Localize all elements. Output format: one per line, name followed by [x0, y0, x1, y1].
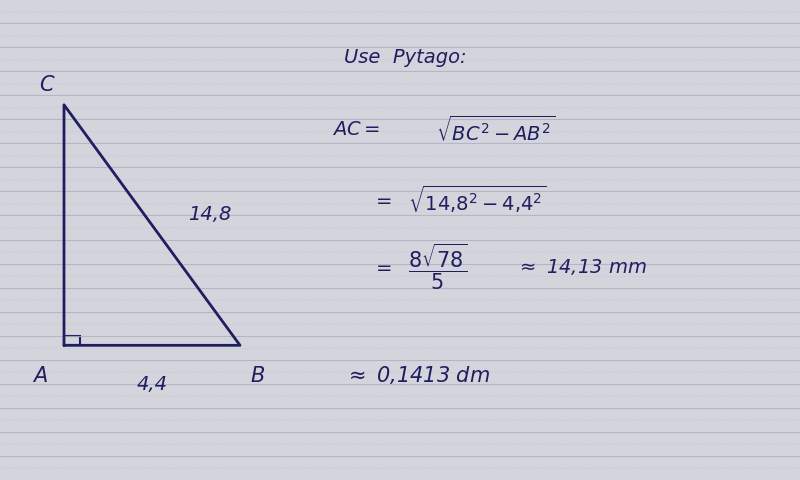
Text: $\approx$ 0,1413 dm: $\approx$ 0,1413 dm: [344, 363, 490, 385]
Text: C: C: [39, 75, 54, 95]
Text: $AC =$: $AC =$: [332, 120, 380, 139]
Text: $\dfrac{8\sqrt{78}}{5}$: $\dfrac{8\sqrt{78}}{5}$: [408, 241, 467, 292]
Text: $\sqrt{BC^2 - AB^2}$: $\sqrt{BC^2 - AB^2}$: [436, 115, 555, 144]
Text: $=$: $=$: [372, 257, 392, 276]
Text: 14,8: 14,8: [188, 204, 231, 223]
Text: $=$: $=$: [372, 190, 392, 209]
Text: $\approx$ 14,13 mm: $\approx$ 14,13 mm: [516, 256, 647, 276]
Text: A: A: [33, 365, 47, 385]
Text: B: B: [250, 365, 265, 385]
Text: $\sqrt{14{,}8^2 - 4{,}4^2}$: $\sqrt{14{,}8^2 - 4{,}4^2}$: [408, 184, 546, 215]
Text: 4,4: 4,4: [137, 374, 167, 394]
Bar: [64, 336, 80, 346]
Text: Use  Pytago:: Use Pytago:: [344, 48, 466, 67]
